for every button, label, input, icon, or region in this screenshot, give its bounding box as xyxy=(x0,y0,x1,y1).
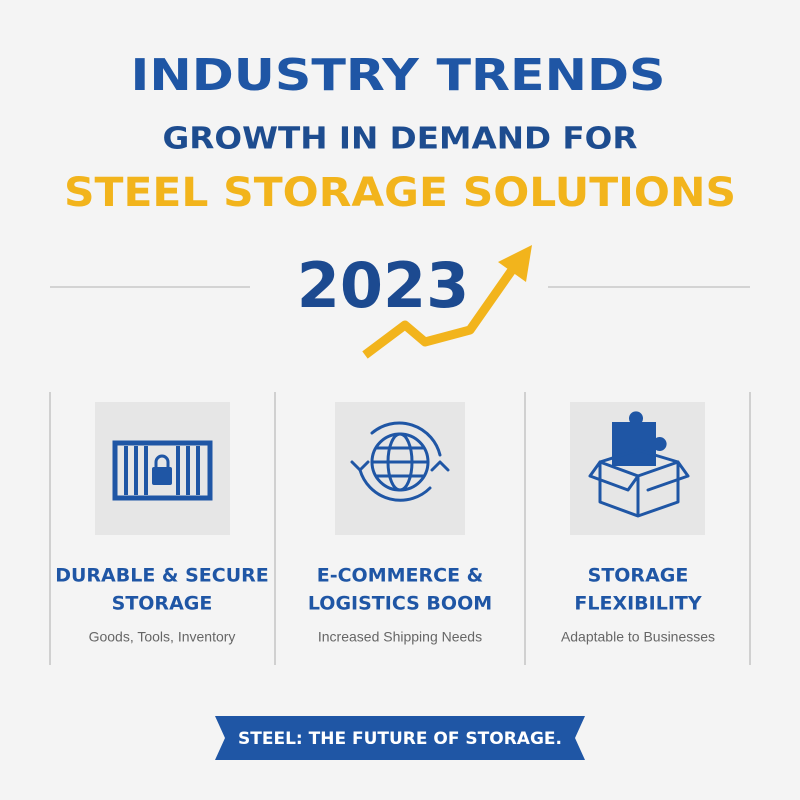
banner-text: STEEL: THE FUTURE OF STORAGE. xyxy=(238,729,562,749)
column-title: E-COMMERCE & xyxy=(317,565,484,587)
trend-arrow xyxy=(362,267,516,359)
box-icon xyxy=(588,411,690,518)
banner: STEEL: THE FUTURE OF STORAGE. xyxy=(215,716,585,760)
column-caption: Goods, Tools, Inventory xyxy=(89,629,236,645)
year: 2023 xyxy=(297,249,470,322)
container-icon xyxy=(112,440,213,501)
column-caption: Adaptable to Businesses xyxy=(561,629,715,645)
globe-icon xyxy=(350,421,450,502)
title: INDUSTRY TRENDS xyxy=(131,50,666,101)
column-title: STORAGE xyxy=(588,565,689,587)
column-caption: Increased Shipping Needs xyxy=(318,629,482,645)
highlight: STEEL STORAGE SOLUTIONS xyxy=(64,170,736,216)
column-title: FLEXIBILITY xyxy=(574,593,701,615)
column-title: STORAGE xyxy=(112,593,213,615)
column-title: LOGISTICS BOOM xyxy=(308,593,492,615)
column-title: DURABLE & SECURE xyxy=(55,565,269,587)
subtitle: GROWTH IN DEMAND FOR xyxy=(163,122,638,157)
arrow-head xyxy=(498,245,532,282)
